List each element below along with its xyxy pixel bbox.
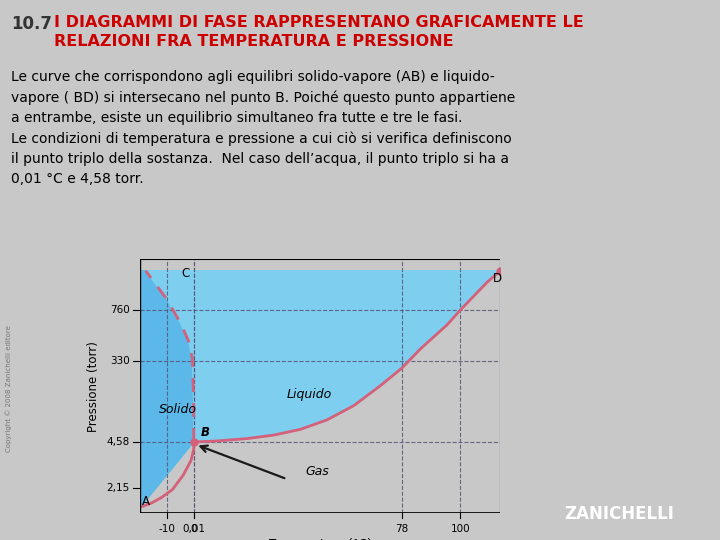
Text: Le curve che corrispondono agli equilibri solido-vapore (AB) e liquido-
vapore (: Le curve che corrispondono agli equilibr… <box>11 70 515 186</box>
Text: Pressione (torr): Pressione (torr) <box>87 341 100 431</box>
Text: Copyright © 2008 Zanichelli editore: Copyright © 2008 Zanichelli editore <box>5 326 12 452</box>
Text: B: B <box>201 426 210 438</box>
Text: 78: 78 <box>395 524 408 535</box>
Text: 2,15: 2,15 <box>107 483 130 492</box>
Text: D: D <box>492 272 502 285</box>
Text: Gas: Gas <box>306 465 330 478</box>
Text: Temperatura (°C): Temperatura (°C) <box>269 538 372 540</box>
Text: Liquido: Liquido <box>287 388 333 401</box>
Text: 4,58: 4,58 <box>107 437 130 447</box>
Polygon shape <box>140 271 194 507</box>
Text: ZANICHELLI: ZANICHELLI <box>564 505 674 523</box>
Text: 330: 330 <box>110 356 130 366</box>
Text: I DIAGRAMMI DI FASE RAPPRESENTANO GRAFICAMENTE LE
RELAZIONI FRA TEMPERATURA E PR: I DIAGRAMMI DI FASE RAPPRESENTANO GRAFIC… <box>54 16 584 49</box>
Text: 0: 0 <box>191 524 197 535</box>
Text: C: C <box>181 267 190 280</box>
Text: 760: 760 <box>110 305 130 315</box>
Text: -10: -10 <box>158 524 176 535</box>
Text: 0,01: 0,01 <box>182 524 205 535</box>
Polygon shape <box>145 271 500 442</box>
Text: A: A <box>142 495 150 508</box>
Text: 100: 100 <box>451 524 470 535</box>
Text: Solido: Solido <box>159 403 197 416</box>
Text: 10.7: 10.7 <box>11 16 52 33</box>
